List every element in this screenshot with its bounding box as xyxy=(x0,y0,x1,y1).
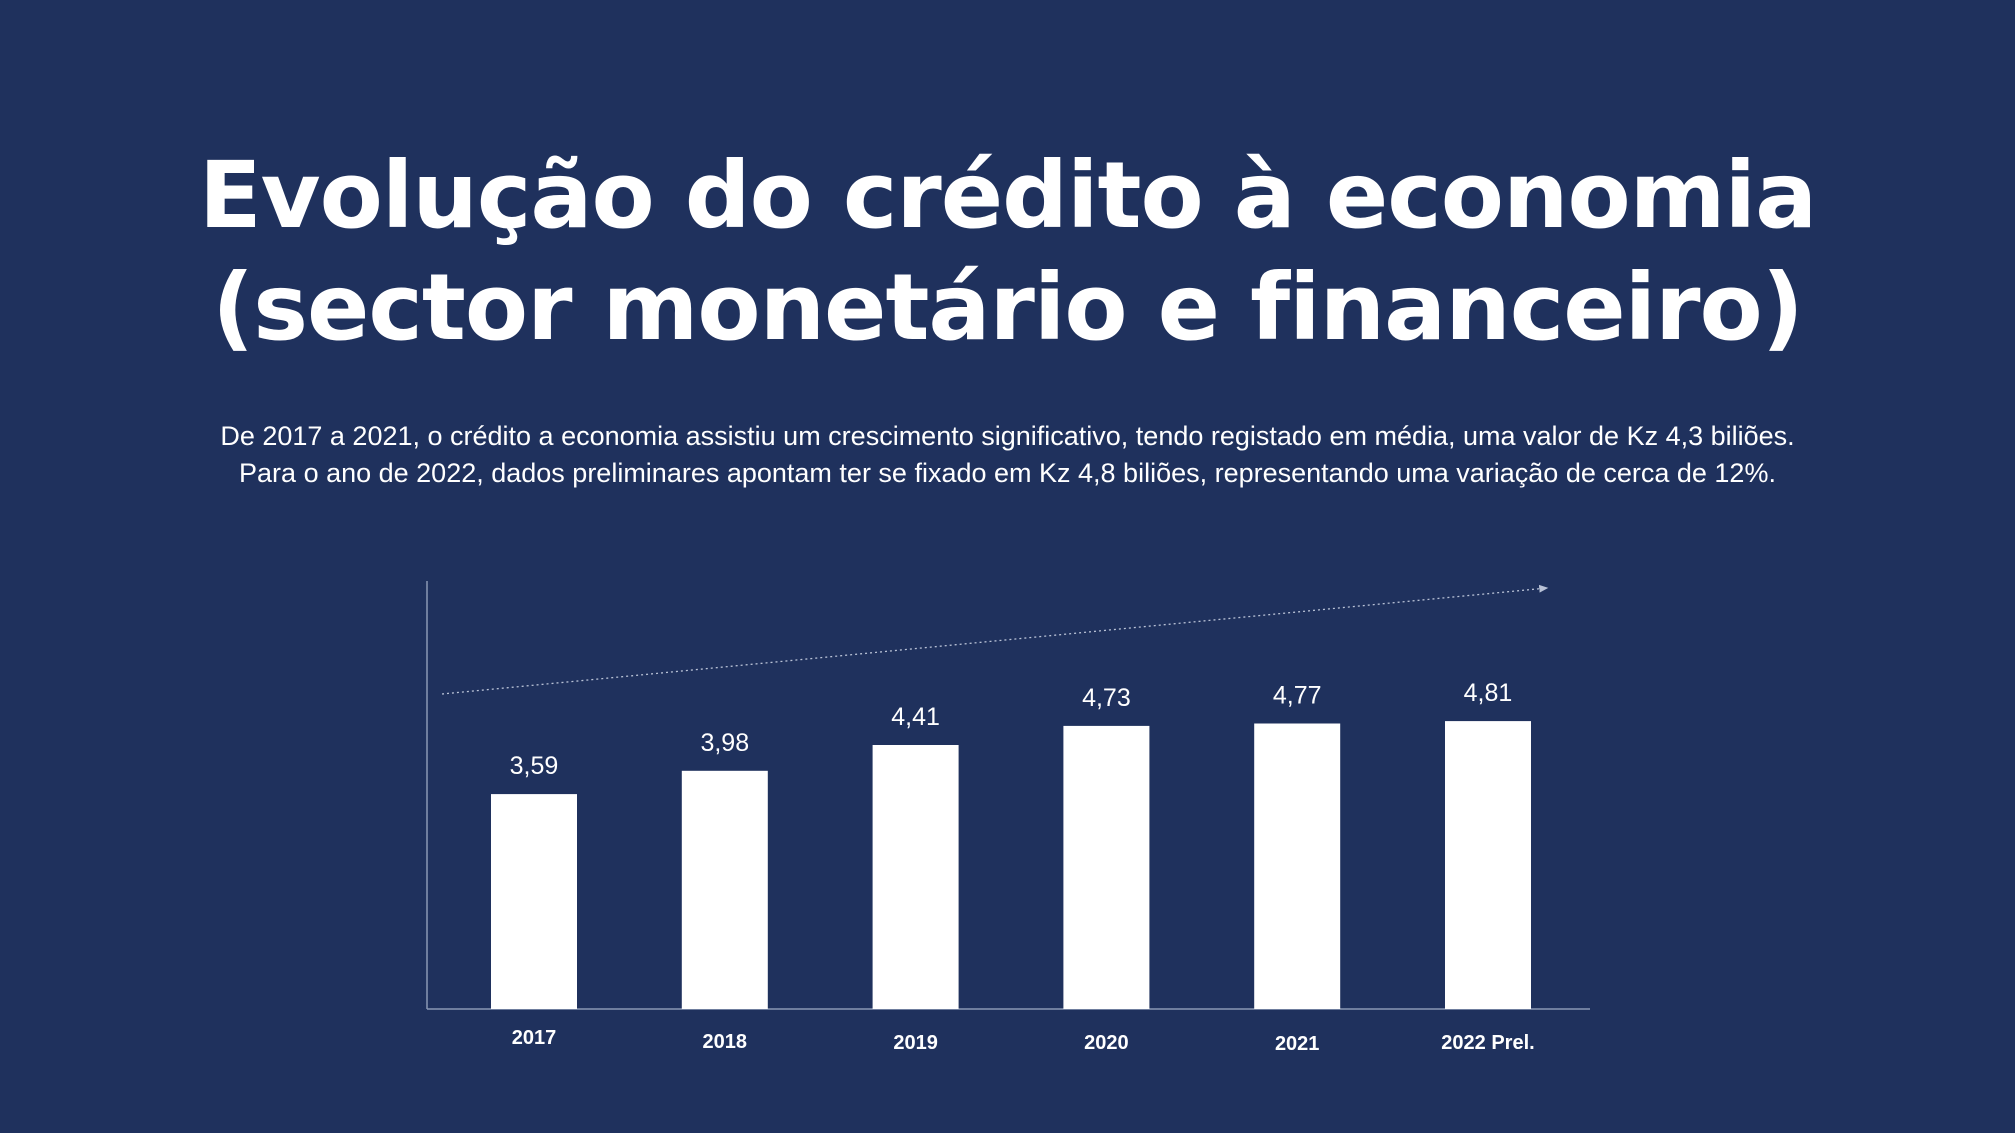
bar-2017 xyxy=(491,794,577,1009)
bar-2022-prel xyxy=(1445,721,1531,1009)
page-title: Evolução do crédito à economia (sector m… xyxy=(0,140,2015,364)
description: De 2017 a 2021, o crédito a economia ass… xyxy=(0,418,2015,492)
x-tick-label: 2021 xyxy=(1275,1033,1320,1055)
x-tick-label: 2017 xyxy=(512,1027,557,1049)
data-label: 4,81 xyxy=(1464,679,1513,707)
title-line-2: (sector monetário e financeiro) xyxy=(212,254,1804,361)
data-label: 3,59 xyxy=(510,752,559,780)
x-tick-label: 2022 Prel. xyxy=(1441,1032,1534,1054)
bar-2018 xyxy=(681,770,768,1009)
bar-2021 xyxy=(1254,723,1341,1009)
title-line-1: Evolução do crédito à economia xyxy=(198,142,1817,249)
bar-2020 xyxy=(1063,725,1150,1009)
x-tick-label: 2018 xyxy=(703,1031,748,1053)
bar-2019 xyxy=(872,745,959,1009)
trend-arrow xyxy=(441,584,1549,695)
data-label: 4,73 xyxy=(1082,684,1131,712)
data-label: 4,77 xyxy=(1273,682,1322,710)
description-line-2: Para o ano de 2022, dados preliminares a… xyxy=(239,458,1776,488)
data-label: 4,41 xyxy=(891,703,940,731)
x-tick-label: 2019 xyxy=(893,1032,938,1054)
x-tick-label: 2020 xyxy=(1084,1032,1129,1054)
description-line-1: De 2017 a 2021, o crédito a economia ass… xyxy=(220,421,1795,451)
data-label: 3,98 xyxy=(700,729,749,757)
